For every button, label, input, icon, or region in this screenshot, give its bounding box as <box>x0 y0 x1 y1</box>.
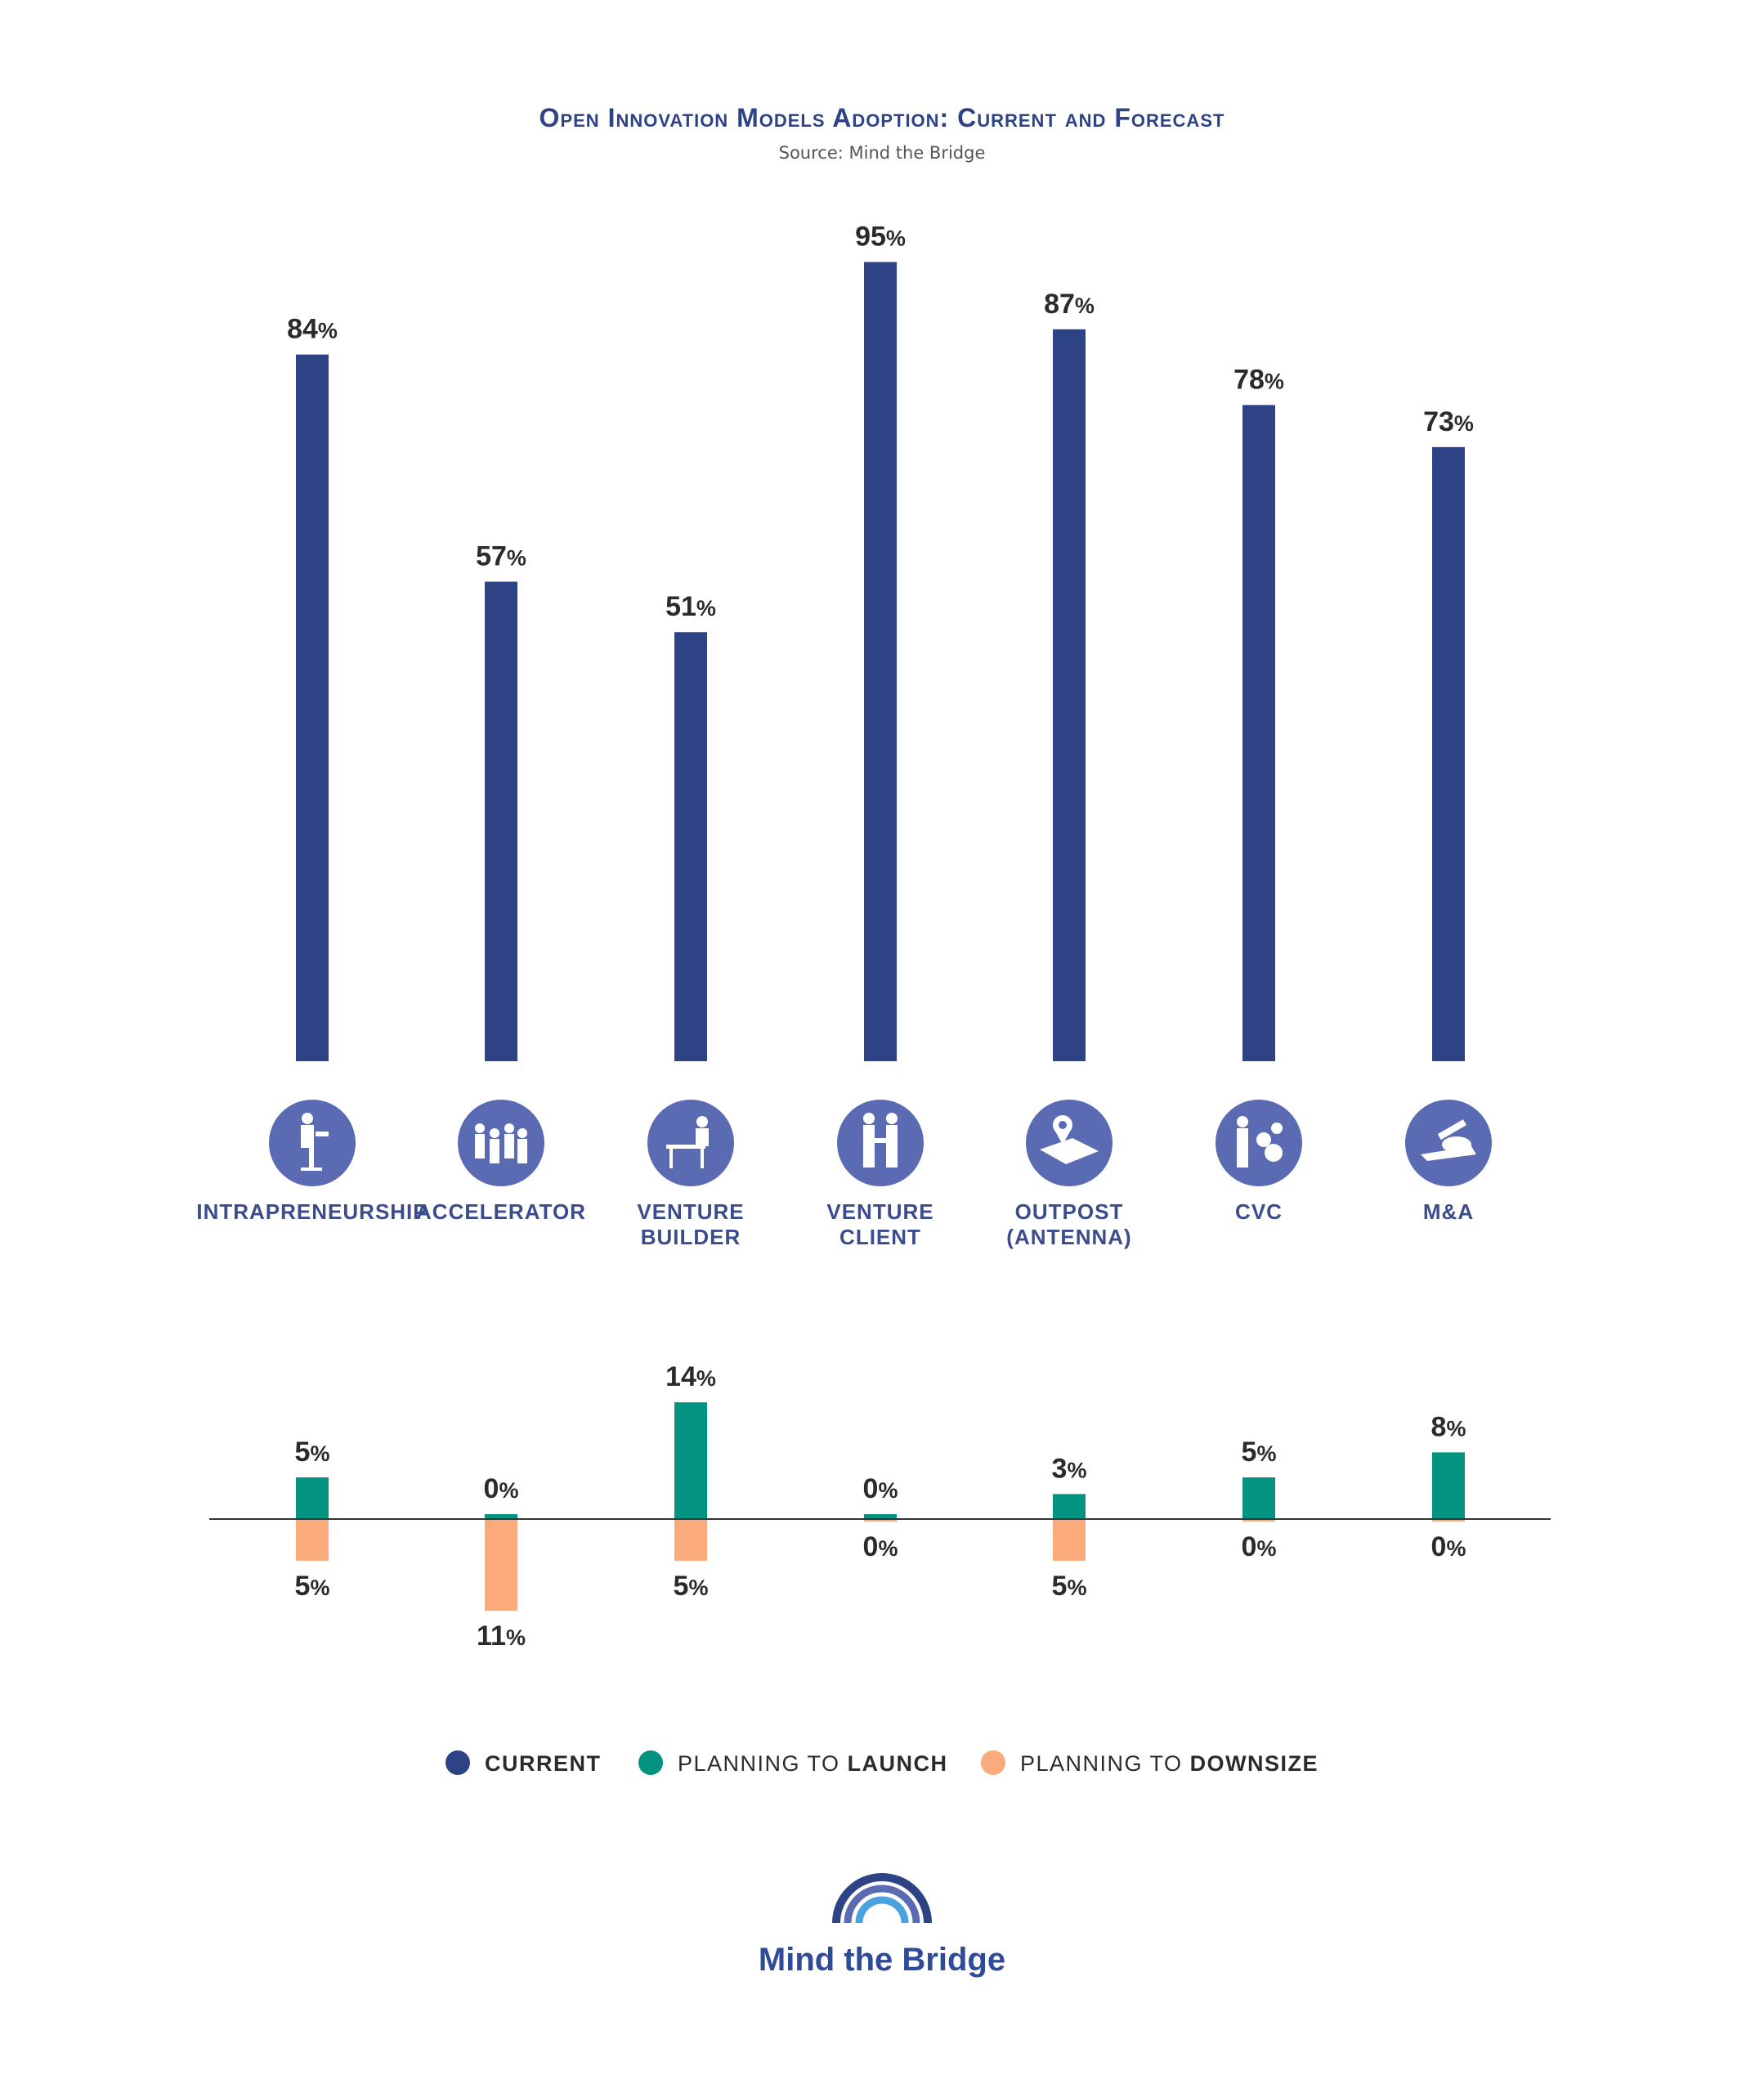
category-label: ACCELERATOR <box>416 1199 586 1224</box>
bar-planning-to-downsize <box>864 1519 897 1522</box>
bar-planning-to-launch <box>864 1514 897 1519</box>
map-location-pin-icon <box>1026 1100 1113 1186</box>
presenter-podium-icon <box>269 1100 356 1186</box>
data-label-current: 87% <box>1044 289 1095 320</box>
legend-item: PLANNING TO LAUNCH <box>638 1750 948 1776</box>
legend-label: PLANNING TO DOWNSIZE <box>1020 1751 1319 1776</box>
data-label-downsize: 5% <box>674 1571 709 1602</box>
bar-planning-to-downsize <box>1242 1519 1275 1522</box>
legend-marker <box>981 1750 1005 1775</box>
bar-planning-to-launch <box>1053 1494 1086 1519</box>
bar-planning-to-launch <box>1432 1452 1465 1519</box>
category-label: VENTURE BUILDER <box>637 1199 744 1249</box>
data-label-downsize: 5% <box>295 1571 330 1602</box>
bar-planning-to-launch <box>1242 1477 1275 1519</box>
data-label-downsize: 0% <box>1242 1531 1277 1562</box>
bar-current <box>485 581 517 1061</box>
handshake-icon <box>837 1100 924 1186</box>
data-label-launch: 14% <box>665 1361 716 1392</box>
team-group-icon <box>458 1100 544 1186</box>
data-label-downsize: 11% <box>477 1620 526 1652</box>
data-label-downsize: 0% <box>1431 1531 1466 1562</box>
bar-planning-to-launch <box>485 1514 517 1519</box>
bar-planning-to-downsize <box>485 1519 517 1611</box>
legend-label: CURRENT <box>485 1751 602 1776</box>
bar-current <box>1242 405 1275 1061</box>
legend-item: CURRENT <box>445 1750 602 1776</box>
category-label: OUTPOST (ANTENNA) <box>1006 1199 1131 1249</box>
bar-current <box>1053 329 1086 1061</box>
data-label-current: 51% <box>665 591 716 622</box>
bar-planning-to-launch <box>674 1402 707 1519</box>
data-label-launch: 8% <box>1431 1411 1466 1442</box>
data-label-launch: 0% <box>484 1473 519 1504</box>
bar-planning-to-downsize <box>296 1519 329 1561</box>
data-label-launch: 0% <box>863 1473 898 1504</box>
chart-title: Open Innovation Models Adoption: Current… <box>539 103 1225 132</box>
category-label: CVC <box>1235 1199 1283 1224</box>
bar-planning-to-launch <box>296 1477 329 1519</box>
category-label: INTRAPRENEURSHIP <box>196 1199 428 1224</box>
data-label-launch: 5% <box>1242 1436 1277 1468</box>
logo-text: Mind the Bridge <box>759 1942 1005 1978</box>
data-label-launch: 5% <box>295 1436 330 1468</box>
legend-label: PLANNING TO LAUNCH <box>678 1751 948 1776</box>
data-label-current: 95% <box>855 221 906 252</box>
data-label-current: 73% <box>1423 406 1474 437</box>
data-label-launch: 3% <box>1052 1453 1087 1484</box>
mind-the-bridge-logo: Mind the Bridge <box>759 1873 1005 1978</box>
data-label-downsize: 0% <box>863 1531 898 1562</box>
legend-item: PLANNING TO DOWNSIZE <box>981 1750 1319 1776</box>
bar-current <box>864 262 897 1061</box>
category-label: VENTURE CLIENT <box>826 1199 933 1249</box>
data-label-current: 84% <box>287 314 338 345</box>
chart-subtitle: Source: Mind the Bridge <box>779 143 986 163</box>
legend-marker <box>638 1750 663 1775</box>
data-label-current: 57% <box>476 540 526 571</box>
legend-marker <box>445 1750 470 1775</box>
bar-current <box>674 632 707 1061</box>
signing-contract-icon <box>1405 1100 1492 1186</box>
bar-current <box>1432 446 1465 1061</box>
data-label-downsize: 5% <box>1052 1571 1087 1602</box>
category-label: M&A <box>1423 1199 1474 1224</box>
bar-planning-to-downsize <box>1053 1519 1086 1561</box>
bar-current <box>296 354 329 1061</box>
investor-money-icon <box>1216 1100 1302 1186</box>
bar-planning-to-downsize <box>674 1519 707 1561</box>
bar-planning-to-downsize <box>1432 1519 1465 1522</box>
data-label-current: 78% <box>1233 364 1284 395</box>
workshop-desk-icon <box>647 1100 734 1186</box>
